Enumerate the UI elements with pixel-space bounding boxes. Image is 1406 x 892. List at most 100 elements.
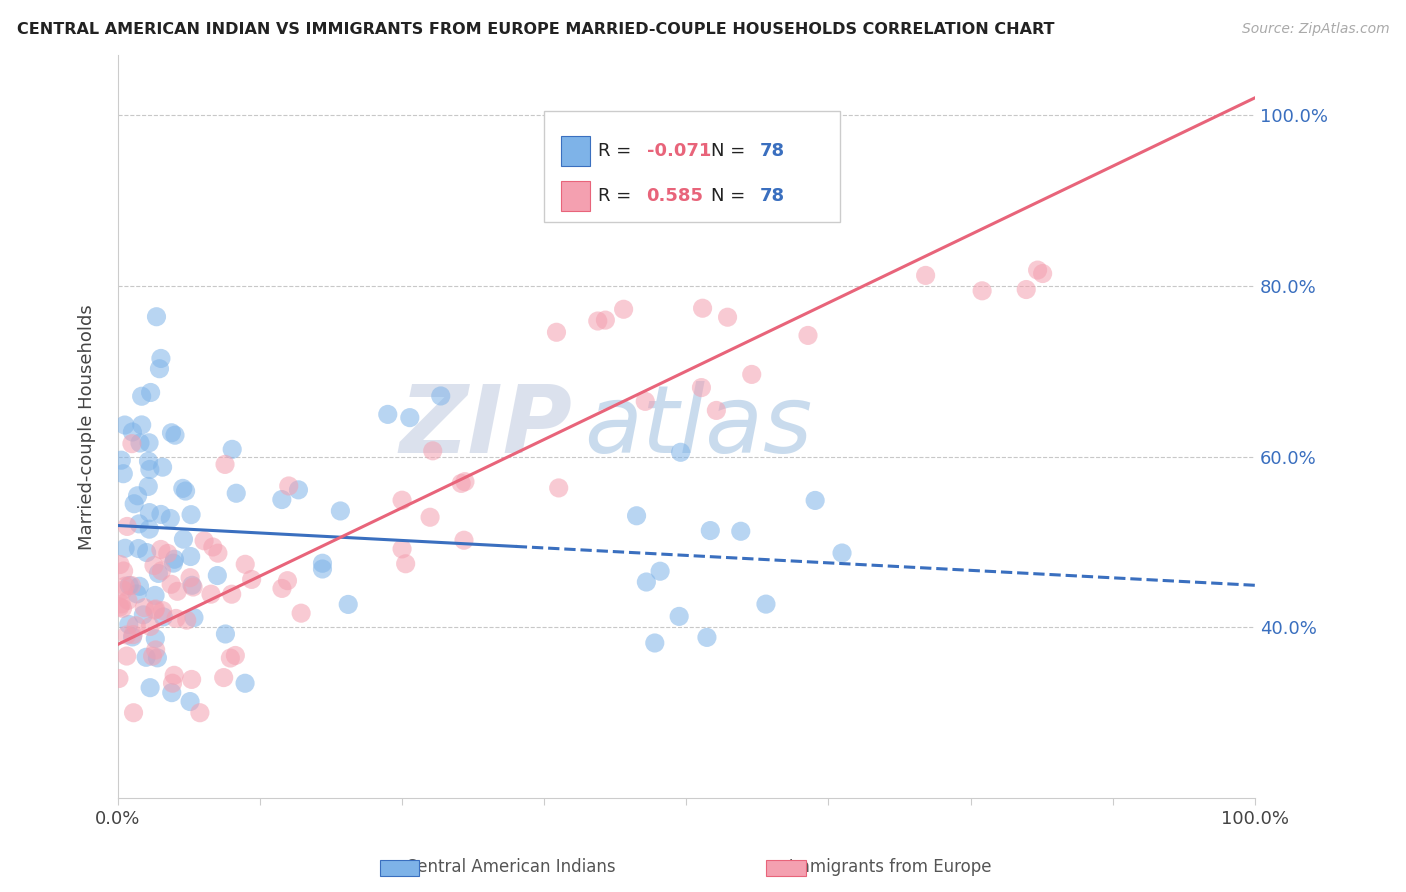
- Point: [337, 598, 360, 612]
- Point: [159, 511, 181, 525]
- Point: [152, 610, 174, 624]
- Point: [110, 597, 132, 611]
- Point: [121, 425, 143, 439]
- Point: [149, 508, 172, 522]
- Point: [181, 578, 204, 592]
- Point: [163, 552, 186, 566]
- Point: [914, 268, 936, 283]
- Point: [136, 479, 159, 493]
- Point: [145, 643, 167, 657]
- Point: [179, 694, 201, 708]
- Point: [135, 545, 157, 559]
- Point: [221, 587, 243, 601]
- Point: [110, 453, 132, 467]
- Point: [125, 587, 148, 601]
- Point: [127, 541, 149, 556]
- Point: [165, 611, 187, 625]
- FancyBboxPatch shape: [544, 111, 839, 222]
- Point: [145, 602, 167, 616]
- Point: [201, 540, 224, 554]
- Point: [730, 524, 752, 539]
- Point: [115, 628, 138, 642]
- Point: [422, 443, 444, 458]
- Point: [180, 673, 202, 687]
- Point: [112, 582, 135, 597]
- Point: [453, 533, 475, 548]
- Point: [690, 381, 713, 395]
- Point: [118, 578, 141, 592]
- Point: [454, 475, 477, 489]
- Point: [152, 460, 174, 475]
- Point: [163, 668, 186, 682]
- Point: [143, 558, 166, 573]
- Point: [138, 506, 160, 520]
- Point: [271, 582, 294, 596]
- Point: [146, 650, 169, 665]
- Point: [804, 493, 827, 508]
- Text: N =: N =: [711, 142, 751, 160]
- Point: [546, 325, 568, 339]
- Point: [233, 676, 256, 690]
- Point: [311, 556, 333, 570]
- Point: [149, 351, 172, 366]
- Point: [148, 361, 170, 376]
- Point: [270, 492, 292, 507]
- Point: [156, 546, 179, 560]
- Point: [117, 593, 139, 607]
- Point: [152, 604, 174, 618]
- Point: [162, 676, 184, 690]
- Point: [150, 564, 173, 578]
- Bar: [561, 136, 589, 166]
- Text: ZIP: ZIP: [399, 381, 572, 473]
- Point: [122, 627, 145, 641]
- Point: [122, 497, 145, 511]
- Point: [547, 481, 569, 495]
- Y-axis label: Married-couple Households: Married-couple Households: [79, 304, 96, 549]
- Point: [111, 601, 134, 615]
- Point: [121, 436, 143, 450]
- Point: [450, 476, 472, 491]
- Text: -0.071: -0.071: [647, 142, 711, 160]
- Point: [180, 549, 202, 564]
- Point: [129, 436, 152, 450]
- Point: [696, 631, 718, 645]
- Point: [172, 532, 194, 546]
- Text: atlas: atlas: [583, 381, 813, 472]
- Point: [669, 445, 692, 459]
- Point: [287, 483, 309, 497]
- Point: [716, 310, 738, 325]
- Point: [131, 417, 153, 432]
- Point: [138, 435, 160, 450]
- Point: [121, 630, 143, 644]
- Point: [395, 557, 418, 571]
- Point: [613, 302, 636, 317]
- Point: [114, 418, 136, 433]
- Point: [176, 613, 198, 627]
- Point: [972, 284, 994, 298]
- Point: [112, 467, 135, 481]
- Point: [207, 546, 229, 560]
- Point: [143, 603, 166, 617]
- Point: [108, 558, 131, 572]
- Point: [160, 686, 183, 700]
- Point: [139, 681, 162, 695]
- Point: [181, 580, 204, 594]
- Point: [225, 486, 247, 500]
- Point: [214, 458, 236, 472]
- Point: [138, 454, 160, 468]
- Point: [741, 368, 763, 382]
- Point: [831, 546, 853, 560]
- Point: [311, 562, 333, 576]
- Point: [127, 489, 149, 503]
- Point: [1015, 283, 1038, 297]
- Point: [139, 385, 162, 400]
- Point: [704, 403, 727, 417]
- Point: [139, 619, 162, 633]
- Text: N =: N =: [711, 186, 751, 205]
- Point: [329, 504, 352, 518]
- Text: R =: R =: [598, 186, 637, 205]
- Point: [634, 394, 657, 409]
- Point: [277, 479, 299, 493]
- Point: [163, 428, 186, 442]
- Point: [112, 564, 135, 578]
